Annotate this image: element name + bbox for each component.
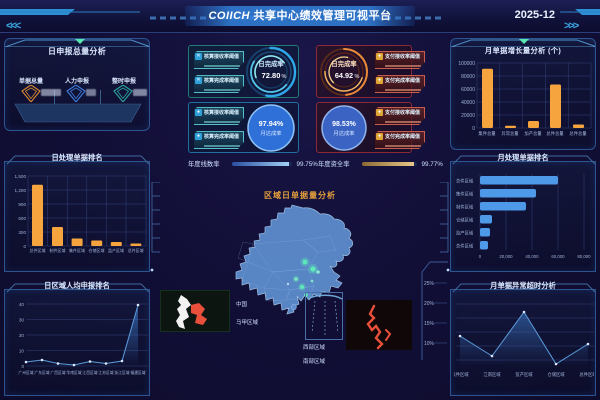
svg-text:日完成率: 日完成率 <box>331 59 357 68</box>
svg-text:<<<: <<< <box>6 20 21 32</box>
svg-text:广州区域: 广州区域 <box>18 370 33 375</box>
svg-text:江南区域: 江南区域 <box>483 371 501 378</box>
svg-text:80000: 80000 <box>461 74 475 80</box>
svg-text:600: 600 <box>18 216 26 221</box>
svg-text:25%: 25% <box>424 281 435 287</box>
svg-text:集件区域: 集件区域 <box>454 371 469 378</box>
svg-text:900: 900 <box>18 202 26 207</box>
svg-text:监产区域: 监产区域 <box>108 247 124 253</box>
svg-text:>>>: >>> <box>564 20 579 32</box>
svg-text:0: 0 <box>21 364 24 369</box>
svg-text:福建区域: 福建区域 <box>130 370 145 375</box>
svg-text:97.94%: 97.94% <box>259 119 284 128</box>
svg-text:10%: 10% <box>424 341 435 347</box>
svg-text:监产区域: 监产区域 <box>456 230 474 237</box>
svg-text:72.80: 72.80 <box>262 71 281 80</box>
svg-text:20%: 20% <box>424 301 435 307</box>
svg-text:总件总量: 总件总量 <box>546 130 564 137</box>
svg-text:98.53%: 98.53% <box>332 121 357 128</box>
svg-text:0: 0 <box>472 126 475 132</box>
svg-text:监产区域: 监产区域 <box>515 371 533 378</box>
svg-text:总件区域: 总件区域 <box>128 247 144 253</box>
svg-text:30: 30 <box>19 318 25 323</box>
svg-text:华南区域: 华南区域 <box>66 370 81 375</box>
svg-text:40,000: 40,000 <box>525 254 539 259</box>
svg-text:仓储区域: 仓储区域 <box>456 217 474 224</box>
svg-text:江苏区域: 江苏区域 <box>98 370 113 375</box>
svg-text:浙江区域: 浙江区域 <box>114 370 129 375</box>
svg-text:集件区域: 集件区域 <box>69 247 85 253</box>
svg-text:异常总量: 异常总量 <box>501 130 519 137</box>
svg-text:100000: 100000 <box>458 61 475 67</box>
svg-text:月达成率: 月达成率 <box>333 129 355 137</box>
svg-text:15%: 15% <box>424 321 435 327</box>
svg-text:广东区域: 广东区域 <box>34 370 49 375</box>
svg-text:0: 0 <box>23 244 26 249</box>
svg-text:40000: 40000 <box>461 100 475 106</box>
svg-text:20,000: 20,000 <box>499 254 513 259</box>
svg-text:广西区域: 广西区域 <box>50 370 65 375</box>
svg-text:%: % <box>282 74 287 80</box>
svg-text:集件总量: 集件总量 <box>478 130 496 137</box>
svg-text:0: 0 <box>479 254 482 259</box>
svg-text:总件区域: 总件区域 <box>456 243 474 250</box>
svg-text:1,500: 1,500 <box>15 174 27 179</box>
svg-text:总件总量: 总件总量 <box>569 130 587 137</box>
svg-text:300: 300 <box>18 230 26 235</box>
svg-text:制件区域: 制件区域 <box>456 204 474 211</box>
svg-text:集件区域: 集件区域 <box>456 191 474 198</box>
svg-text:40: 40 <box>19 302 25 307</box>
svg-text:%: % <box>355 74 360 80</box>
svg-text:20000: 20000 <box>461 113 475 119</box>
svg-text:64.92: 64.92 <box>335 71 353 80</box>
svg-text:加产总量: 加产总量 <box>524 130 542 137</box>
svg-text:江西区域: 江西区域 <box>82 370 97 375</box>
svg-text:总件区域: 总件区域 <box>456 178 474 185</box>
svg-text:仓储区域: 仓储区域 <box>547 371 565 378</box>
svg-text:60,000: 60,000 <box>551 254 565 259</box>
svg-text:总件区域: 总件区域 <box>579 371 594 378</box>
svg-text:10: 10 <box>19 349 25 354</box>
svg-text:总件区域: 总件区域 <box>30 247 46 253</box>
svg-text:80,000: 80,000 <box>577 254 591 259</box>
svg-text:日完成率: 日完成率 <box>258 59 284 68</box>
svg-text:1,200: 1,200 <box>15 188 27 193</box>
svg-text:仓储区域: 仓储区域 <box>89 247 105 253</box>
svg-text:20: 20 <box>19 333 25 338</box>
svg-text:制件区域: 制件区域 <box>50 247 66 253</box>
svg-text:60000: 60000 <box>461 87 475 93</box>
svg-text:月达成率: 月达成率 <box>260 129 282 137</box>
